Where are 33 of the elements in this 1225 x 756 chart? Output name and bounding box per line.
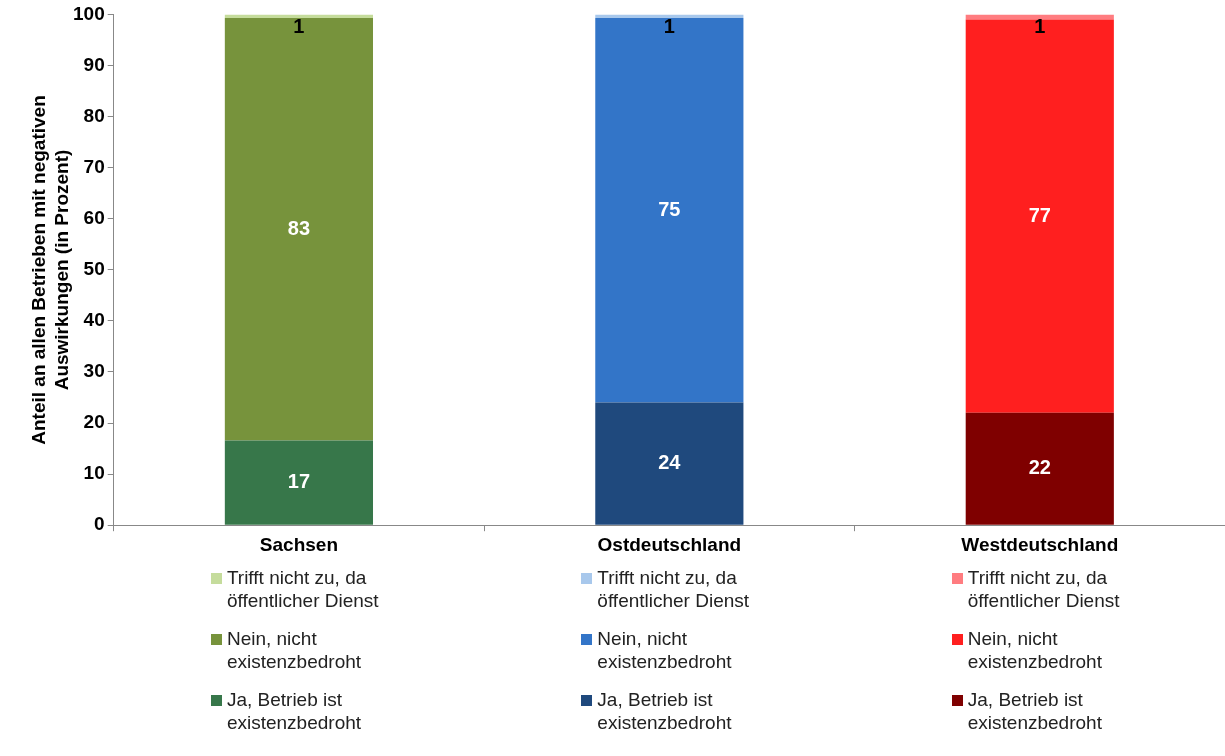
y-axis-title: Anteil an allen Betrieben mit negativen Auswirkungen (in Prozent) [27, 94, 73, 447]
x-tick-label: Ostdeutschland [597, 533, 742, 555]
data-label: 24 [658, 451, 682, 474]
y-tick-label: 0 [94, 513, 105, 535]
data-label: 22 [1028, 456, 1051, 479]
data-label: 77 [1028, 203, 1051, 226]
legend-label: Nein, nicht existenzbedroht [967, 627, 1103, 673]
data-label: 75 [658, 197, 681, 220]
x-tick-label: Sachsen [259, 533, 338, 555]
legend-label: Nein, nicht existenzbedroht [226, 627, 363, 673]
y-tick-label: 60 [83, 206, 105, 228]
y-tick-label: 70 [83, 155, 105, 177]
y-tick-label: 10 [83, 462, 105, 484]
data-label: 17 [287, 470, 311, 493]
legend-label: Ja, Betrieb ist existenzbedroht [597, 688, 733, 734]
data-label: 1 [293, 14, 305, 37]
y-tick-label: 40 [83, 309, 105, 331]
x-tick-label: Westdeutschland [961, 533, 1119, 555]
y-tick-label: 90 [83, 53, 105, 75]
y-tick-label: 100 [73, 2, 105, 24]
data-label: 83 [287, 216, 311, 239]
legend-label: Nein, nicht existenzbedroht [597, 627, 733, 673]
legend-label: Ja, Betrieb ist existenzbedroht [967, 688, 1103, 734]
legend-label: Trifft nicht zu, da öffentlicher Dienst [967, 566, 1121, 612]
data-label: 1 [1034, 14, 1046, 37]
y-tick-label: 80 [83, 104, 105, 126]
legend-label: Trifft nicht zu, da öffentlicher Dienst [226, 566, 380, 612]
data-label: 1 [663, 14, 675, 37]
legend-label: Trifft nicht zu, da öffentlicher Dienst [597, 566, 751, 612]
legend-label: Ja, Betrieb ist existenzbedroht [226, 688, 363, 734]
y-tick-label: 50 [83, 258, 105, 280]
y-tick-label: 20 [83, 411, 105, 433]
y-tick-label: 30 [83, 360, 105, 382]
